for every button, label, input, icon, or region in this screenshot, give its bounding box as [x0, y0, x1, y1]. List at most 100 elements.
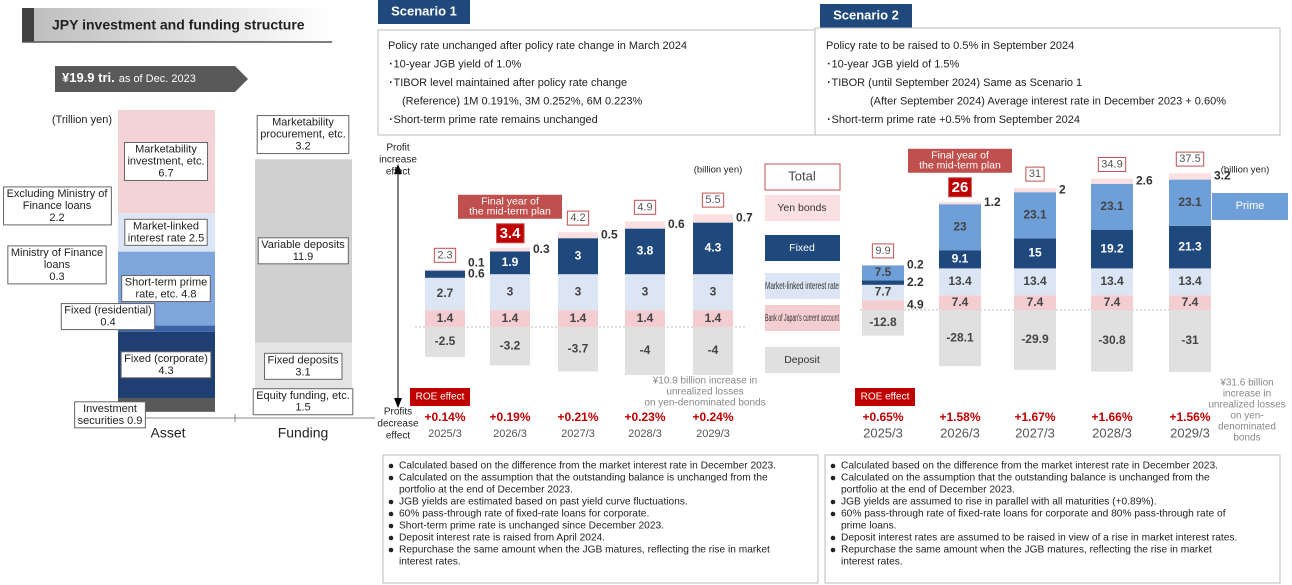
note-line: Short-term prime rate is unchanged since… — [399, 521, 664, 532]
label-box — [252, 388, 354, 416]
label-box — [264, 352, 343, 380]
label-line: Market-linked — [133, 220, 199, 232]
total-label: 3.4 — [500, 225, 522, 242]
value-label: 13.4 — [1100, 274, 1124, 288]
total-label: 34.9 — [1101, 159, 1122, 171]
note-line: Repurchase the same amount when the JGB … — [841, 545, 1212, 556]
total-box — [566, 210, 590, 226]
roe-value: +1.67% — [1014, 410, 1055, 424]
label-line: Fixed (residential) — [64, 305, 151, 317]
category-label: 2029/3 — [1170, 425, 1210, 440]
legend-total: Total — [788, 168, 816, 183]
asset-segment — [118, 325, 215, 332]
label: Equity funding, etc.1.5 — [252, 388, 354, 416]
note-line: Calculated based on the difference from … — [841, 461, 1218, 472]
note-line: 60% pass-through rate of fixed-rate loan… — [841, 509, 1226, 520]
value-label: 0.7 — [736, 211, 753, 225]
bullet — [388, 463, 394, 469]
label-value: 3.2 — [295, 141, 310, 153]
bar-segment — [939, 204, 981, 251]
bullet — [388, 499, 394, 505]
total-box — [433, 247, 457, 263]
roe-value: +0.19% — [489, 410, 530, 424]
label-text: Fixed deposits — [268, 354, 339, 366]
note-line: interest rates. — [841, 557, 903, 568]
label-value: 6.7 — [158, 167, 173, 179]
bar-segment — [1169, 225, 1211, 269]
label-text: Short-term prime — [125, 277, 208, 289]
value-label: 3 — [575, 248, 582, 262]
category-label: 2028/3 — [628, 428, 662, 440]
bullet — [830, 499, 836, 505]
bar-segment — [425, 277, 465, 311]
roe-value: +0.23% — [624, 410, 665, 424]
bar-segment — [490, 310, 530, 327]
bar-segment — [1091, 178, 1133, 184]
label-box — [257, 237, 349, 265]
bar-segment — [625, 228, 665, 275]
scenario-line: Policy rate unchanged after policy rate … — [388, 40, 687, 52]
label-box — [74, 401, 146, 429]
highlight-text: the mid-term plan — [469, 206, 551, 218]
value-label: -28.1 — [946, 330, 974, 344]
roe-value: +1.58% — [939, 410, 980, 424]
bar-segment — [1169, 310, 1211, 372]
category-label: 2028/3 — [1092, 425, 1132, 440]
label-line: securities — [78, 415, 125, 427]
roe-value: +0.14% — [424, 410, 465, 424]
category-label: 2027/3 — [561, 428, 595, 440]
scenario-line: ･TIBOR level maintained after policy rat… — [388, 77, 627, 89]
value-label: 7.4 — [952, 295, 969, 309]
value-label: 13.4 — [1023, 274, 1047, 288]
scenario-box — [814, 27, 1281, 136]
value-label: 7.4 — [1027, 295, 1044, 309]
legend-swatch — [765, 235, 840, 261]
bar-segment — [490, 327, 530, 366]
note-line: Calculated on the assumption that the ou… — [399, 473, 768, 484]
value-label: 9.1 — [952, 251, 969, 265]
label-line: Finance loans — [23, 200, 92, 212]
bar-segment — [625, 274, 665, 311]
bar-segment — [425, 310, 465, 327]
total-label: 9.9 — [875, 245, 890, 257]
bar-segment — [693, 214, 733, 223]
arrow-down — [394, 398, 402, 408]
legend-label: Fixed — [789, 242, 815, 254]
label-text: Fixed (residential) — [64, 305, 151, 317]
value-label: 1.4 — [437, 311, 454, 325]
value-label: 4.9 — [907, 297, 924, 311]
highlight-box — [458, 194, 562, 219]
note-line: portfolio at the end of December 2023. — [841, 485, 1015, 496]
bar-segment — [862, 265, 904, 281]
asset-label: Asset — [150, 425, 185, 441]
bar-segment — [1091, 310, 1133, 372]
label-text: Finance loans — [23, 200, 92, 212]
bar-segment — [939, 268, 981, 296]
value-label: -30.8 — [1098, 333, 1126, 347]
bar-segment — [1014, 295, 1056, 310]
scenario-name: Scenario 1 — [391, 3, 457, 18]
label-text: Marketability — [272, 117, 334, 129]
legend-label: Deposit — [784, 354, 820, 366]
axis-label: decrease — [377, 419, 419, 430]
scenario-line: (Reference) 1M 0.191%, 3M 0.252%, 6M 0.2… — [402, 95, 643, 107]
value-label: 3.2 — [1214, 169, 1231, 183]
bar-segment — [693, 222, 733, 275]
bar-segment — [425, 327, 465, 357]
bullet — [388, 523, 394, 529]
category-label: 2026/3 — [493, 428, 527, 440]
bar-segment — [939, 310, 981, 367]
label-text: Investment — [83, 403, 137, 415]
roe-value: +1.66% — [1091, 410, 1132, 424]
value-label: 7.4 — [1182, 295, 1199, 309]
note-line: Calculated on the assumption that the ou… — [841, 473, 1210, 484]
roe-box — [410, 388, 470, 406]
roe-value: +0.21% — [557, 410, 598, 424]
roe-value: +1.56% — [1169, 410, 1210, 424]
total-label: 26 — [952, 179, 969, 196]
bar-segment — [862, 300, 904, 310]
